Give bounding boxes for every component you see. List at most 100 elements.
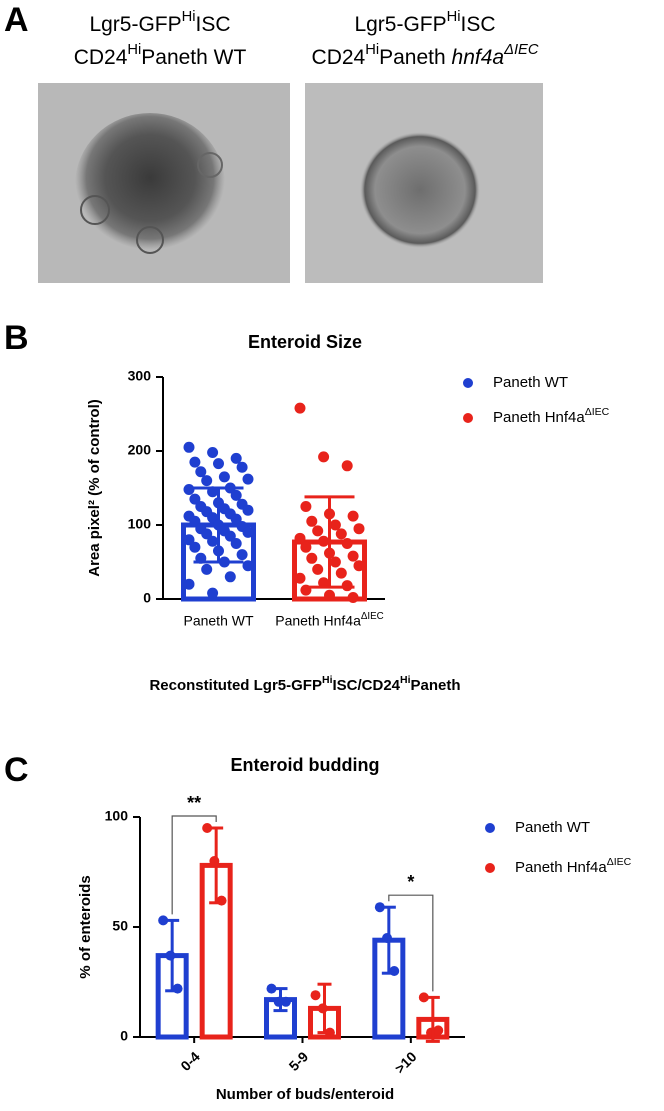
data-point bbox=[207, 512, 219, 524]
chart: Enteroid Size Area pixel² (% of control) R… bbox=[86, 332, 610, 694]
y-tick-label: 100 bbox=[128, 516, 152, 532]
x-tick-label: 0-4 bbox=[177, 1048, 203, 1074]
data-point bbox=[374, 902, 385, 913]
data-point bbox=[294, 532, 306, 544]
bud bbox=[80, 195, 110, 225]
data-point bbox=[347, 592, 359, 604]
data-point bbox=[207, 587, 219, 599]
significance-label: ** bbox=[187, 793, 201, 813]
data-point bbox=[294, 402, 306, 414]
caption-part: ISC bbox=[461, 13, 496, 36]
y-tick-label: 200 bbox=[128, 442, 152, 458]
data-point bbox=[189, 456, 201, 468]
y-tick-label: 0 bbox=[143, 590, 151, 606]
x-axis-label: Reconstituted Lgr5-GFPHiISC/CD24HiPaneth bbox=[149, 674, 460, 694]
x-tick-label: 5-9 bbox=[286, 1048, 312, 1074]
caption-part: Hi bbox=[365, 42, 379, 58]
caption: CD24HiPaneth hnf4aΔIEC bbox=[312, 42, 539, 69]
data-point bbox=[242, 526, 254, 538]
data-point bbox=[230, 452, 242, 464]
y-tick-label: 100 bbox=[105, 808, 129, 824]
data-point bbox=[202, 823, 213, 833]
data-point bbox=[335, 528, 347, 540]
y-axis-label: Area pixel² (% of control) bbox=[86, 399, 103, 577]
significance-bracket bbox=[388, 894, 434, 992]
legend-marker bbox=[463, 378, 473, 388]
data-point bbox=[433, 1025, 444, 1036]
legend-label: Paneth Hnf4aΔIEC bbox=[493, 406, 610, 426]
data-point bbox=[201, 528, 213, 540]
legend-label: Paneth WT bbox=[515, 819, 590, 836]
y-tick-label: 300 bbox=[128, 368, 152, 384]
caption-part: hnf4a bbox=[452, 46, 505, 69]
data-point bbox=[266, 983, 277, 994]
data-point bbox=[230, 513, 242, 525]
y-tick-label: 50 bbox=[112, 918, 128, 934]
x-axis-label-part: Hi bbox=[322, 674, 333, 686]
data-point bbox=[189, 493, 201, 505]
data-point bbox=[300, 501, 312, 512]
data-point bbox=[230, 489, 242, 501]
x-axis-label: Number of buds/enteroid bbox=[216, 1086, 394, 1103]
data-point bbox=[341, 538, 353, 549]
data-point bbox=[306, 552, 318, 564]
data-point bbox=[183, 483, 195, 495]
caption-part: Hi bbox=[447, 9, 461, 25]
organoid bbox=[360, 132, 480, 248]
panel-label: A bbox=[4, 1, 29, 39]
data-point bbox=[347, 510, 359, 522]
data-point bbox=[329, 556, 341, 568]
data-point bbox=[318, 535, 330, 547]
data-point bbox=[347, 550, 359, 562]
bud bbox=[136, 226, 164, 254]
data-point bbox=[310, 990, 321, 1001]
data-point bbox=[242, 504, 254, 516]
data-point bbox=[158, 915, 169, 926]
caption-part: Lgr5-GFP bbox=[354, 13, 446, 36]
x-tick-label: >10 bbox=[391, 1048, 419, 1076]
data-point bbox=[224, 530, 236, 542]
data-point bbox=[189, 515, 201, 527]
data-point bbox=[294, 572, 306, 584]
data-point bbox=[353, 523, 365, 535]
data-point bbox=[382, 933, 393, 943]
data-point bbox=[183, 441, 195, 453]
x-tick-label-sup: ΔIEC bbox=[361, 611, 384, 622]
chart: Enteroid budding % of enteroids Number of … bbox=[77, 755, 632, 1103]
data-point bbox=[242, 560, 254, 572]
data-point bbox=[418, 992, 429, 1003]
data-point bbox=[201, 475, 213, 487]
data-point bbox=[312, 563, 324, 575]
data-point bbox=[189, 541, 201, 553]
legend-label-sup: ΔIEC bbox=[607, 856, 632, 868]
data-point bbox=[324, 589, 335, 601]
data-point bbox=[236, 549, 248, 561]
data-point bbox=[218, 471, 230, 483]
bud bbox=[197, 152, 223, 178]
data-point bbox=[318, 577, 330, 589]
y-axis-label: % of enteroids bbox=[77, 875, 94, 978]
data-point bbox=[165, 950, 176, 961]
caption-part: ISC bbox=[196, 13, 231, 36]
data-point bbox=[209, 856, 220, 866]
x-tick-label: Paneth Hnf4aΔIEC bbox=[275, 611, 384, 629]
significance-label: * bbox=[407, 872, 414, 892]
legend-marker bbox=[485, 863, 495, 873]
micrographs bbox=[38, 83, 543, 283]
chart-title: Enteroid budding bbox=[231, 755, 380, 775]
data-point bbox=[341, 460, 353, 472]
data-point bbox=[242, 473, 254, 485]
panel-label: C bbox=[4, 751, 29, 789]
data-point bbox=[207, 446, 219, 458]
legend-label-sup: ΔIEC bbox=[585, 406, 610, 418]
caption-part: CD24 bbox=[312, 46, 366, 69]
x-axis-label-part: Reconstituted Lgr5-GFP bbox=[149, 677, 322, 694]
caption-part: Paneth WT bbox=[141, 46, 246, 69]
caption-part: Hi bbox=[182, 9, 196, 25]
chart-title: Enteroid Size bbox=[248, 332, 362, 352]
x-axis-label-part: Paneth bbox=[411, 677, 461, 694]
data-point bbox=[329, 519, 341, 531]
data-point bbox=[207, 535, 219, 547]
caption-part: Paneth bbox=[379, 46, 451, 69]
